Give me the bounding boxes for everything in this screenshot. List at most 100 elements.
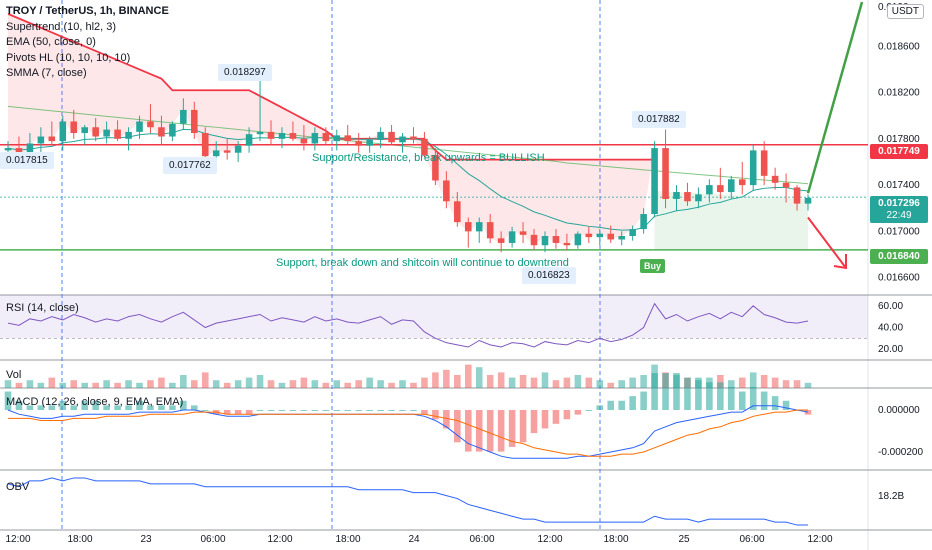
supertrend-fill <box>8 13 655 246</box>
candle-body <box>245 134 253 146</box>
candle-body <box>454 201 461 223</box>
macd-tick-label: 0.000000 <box>878 405 920 416</box>
candle-body <box>695 194 702 202</box>
time-tick-label: 24 <box>408 534 420 545</box>
volume-bar <box>191 380 198 388</box>
volume-bar <box>333 380 341 388</box>
bearish-projection-arrow <box>807 216 847 269</box>
volume-bar <box>366 377 373 388</box>
volume-bar <box>114 382 121 388</box>
candle-body <box>377 131 384 140</box>
obv-pane-label[interactable]: OBV <box>6 481 30 493</box>
macd-histogram-bar <box>388 410 395 411</box>
candle-body <box>508 231 516 243</box>
indicator-supertrend[interactable]: Supertrend (10, hl2, 3) <box>6 20 117 33</box>
candle-body <box>201 133 209 157</box>
pivot-label-5: 0.016823 <box>522 267 576 284</box>
currency-button[interactable]: USDT <box>886 4 924 19</box>
macd-line <box>7 405 809 459</box>
macd-histogram-bar <box>585 410 593 411</box>
indicator-smma[interactable]: SMMA (7, close) <box>6 67 87 79</box>
time-tick-label: 06:00 <box>739 534 764 545</box>
macd-histogram-bar <box>421 410 428 415</box>
volume-bar <box>760 375 768 388</box>
candle-body <box>300 138 308 144</box>
volume-bar <box>563 377 571 388</box>
macd-histogram-bar <box>377 410 384 411</box>
volume-bar <box>486 375 494 388</box>
volume-bar <box>541 372 549 388</box>
bearish-arrow-head <box>833 254 847 270</box>
smma-line <box>7 128 809 231</box>
volume-bar <box>147 380 154 388</box>
volume-bar <box>464 364 472 388</box>
indicator-ema[interactable]: EMA (50, close, 0) <box>6 36 96 48</box>
macd-pane-label[interactable]: MACD (12, 26, close, 9, EMA, EMA) <box>6 396 184 408</box>
candle-body <box>81 127 88 134</box>
time-tick-label: 18:00 <box>335 534 360 545</box>
macd-histogram-bar <box>114 405 121 410</box>
macd-histogram-bar <box>234 410 242 415</box>
candle-body <box>563 242 571 246</box>
macd-histogram-bar <box>684 377 691 410</box>
volume-bar <box>355 380 362 388</box>
resistance-price-tag: 0.017749 <box>870 144 928 159</box>
candle-body <box>541 236 549 246</box>
rsi-pane-label[interactable]: RSI (14, close) <box>6 302 79 314</box>
volume-bar <box>618 380 625 388</box>
macd-histogram-bar <box>497 410 505 452</box>
candle-body <box>585 233 593 238</box>
macd-histogram-bar <box>432 410 439 420</box>
volume-bar <box>48 377 56 388</box>
volume-bar <box>738 377 746 388</box>
volume-bar <box>136 382 143 388</box>
candle-body <box>519 231 527 235</box>
macd-histogram-bar <box>355 410 362 411</box>
bullish-projection-arrow <box>806 1 864 194</box>
macd-histogram-bar <box>125 405 132 410</box>
volume-bar <box>278 382 286 388</box>
candle-body <box>684 192 691 202</box>
macd-histogram-bar <box>256 410 264 411</box>
volume-pane-label[interactable]: Vol <box>6 369 22 381</box>
macd-histogram-bar <box>552 410 560 424</box>
time-tick-label: 12:00 <box>537 534 562 545</box>
candle-body <box>443 180 450 202</box>
macd-histogram-bar <box>519 410 527 443</box>
candle-body <box>48 136 56 142</box>
macd-histogram-bar <box>191 405 198 410</box>
volume-bar <box>793 380 801 388</box>
candle-body <box>640 214 647 230</box>
macd-histogram-bar <box>278 410 286 411</box>
volume-bar <box>728 380 735 388</box>
macd-histogram-bar <box>223 410 231 415</box>
candle-body <box>486 222 494 239</box>
macd-histogram-bar <box>596 405 604 410</box>
price-tick-label: 0.017000 <box>878 226 920 237</box>
candle-body <box>366 139 373 146</box>
indicator-pivots[interactable]: Pivots HL (10, 10, 10, 10) <box>6 51 131 64</box>
macd-histogram-bar <box>607 400 615 410</box>
pivot-label-1: 0.017815 <box>0 152 54 169</box>
macd-histogram-bar <box>344 410 352 411</box>
volume-bar <box>37 382 45 388</box>
macd-histogram-bar <box>771 396 779 410</box>
macd-histogram-bar <box>169 405 176 410</box>
macd-histogram-bar <box>201 410 209 411</box>
buy-marker: Buy <box>640 259 666 273</box>
volume-bar <box>443 369 450 388</box>
macd-histogram-bar <box>136 400 143 410</box>
candle-body <box>289 133 297 139</box>
time-tick-label: 12:00 <box>5 534 30 545</box>
support-annotation: Support, break down and shitcoin will co… <box>276 257 569 269</box>
candle-body <box>125 131 132 139</box>
volume-bar <box>640 375 647 388</box>
macd-histogram-bar <box>300 410 308 411</box>
volume-bar <box>607 382 615 388</box>
candle-body <box>37 136 45 144</box>
macd-histogram-bar <box>662 373 669 410</box>
time-tick-label: 06:00 <box>469 534 494 545</box>
macd-histogram-bar <box>640 391 647 410</box>
volume-bar <box>180 375 187 388</box>
